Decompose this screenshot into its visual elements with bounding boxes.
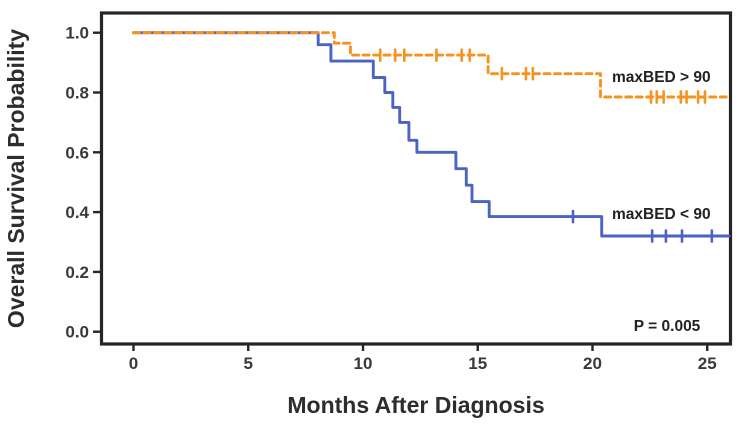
survival-curve-maxbed-gt-90 <box>132 31 729 99</box>
x-tick-label: 20 <box>583 354 602 373</box>
y-tick-label: 1.0 <box>65 24 89 43</box>
y-axis-title: Overall Survival Probability <box>3 29 29 328</box>
x-tick-label: 15 <box>468 354 487 373</box>
y-axis-ticks: 1.0 0.8 0.6 0.4 0.2 0.0 <box>65 24 102 342</box>
x-tick-label: 0 <box>129 354 138 373</box>
series-label-maxbed-gt-90: maxBED > 90 <box>612 69 711 86</box>
y-tick-label: 0.2 <box>65 263 89 282</box>
plot-frame <box>99 11 733 346</box>
x-axis-title: Months After Diagnosis <box>287 392 544 418</box>
y-tick-label: 0.0 <box>65 323 89 342</box>
y-tick-label: 0.6 <box>65 143 89 162</box>
p-value-label: P = 0.005 <box>634 318 701 335</box>
x-tick-label: 5 <box>244 354 253 373</box>
survival-curve-maxbed-lt-90 <box>132 31 731 238</box>
survival-curves <box>132 31 731 243</box>
series-label-maxbed-lt-90: maxBED < 90 <box>612 206 711 223</box>
x-tick-label: 25 <box>698 354 717 373</box>
x-axis-ticks: 0 5 10 15 20 25 <box>129 344 717 373</box>
x-tick-label: 10 <box>354 354 373 373</box>
y-tick-label: 0.4 <box>65 203 89 222</box>
y-tick-label: 0.8 <box>65 84 89 103</box>
